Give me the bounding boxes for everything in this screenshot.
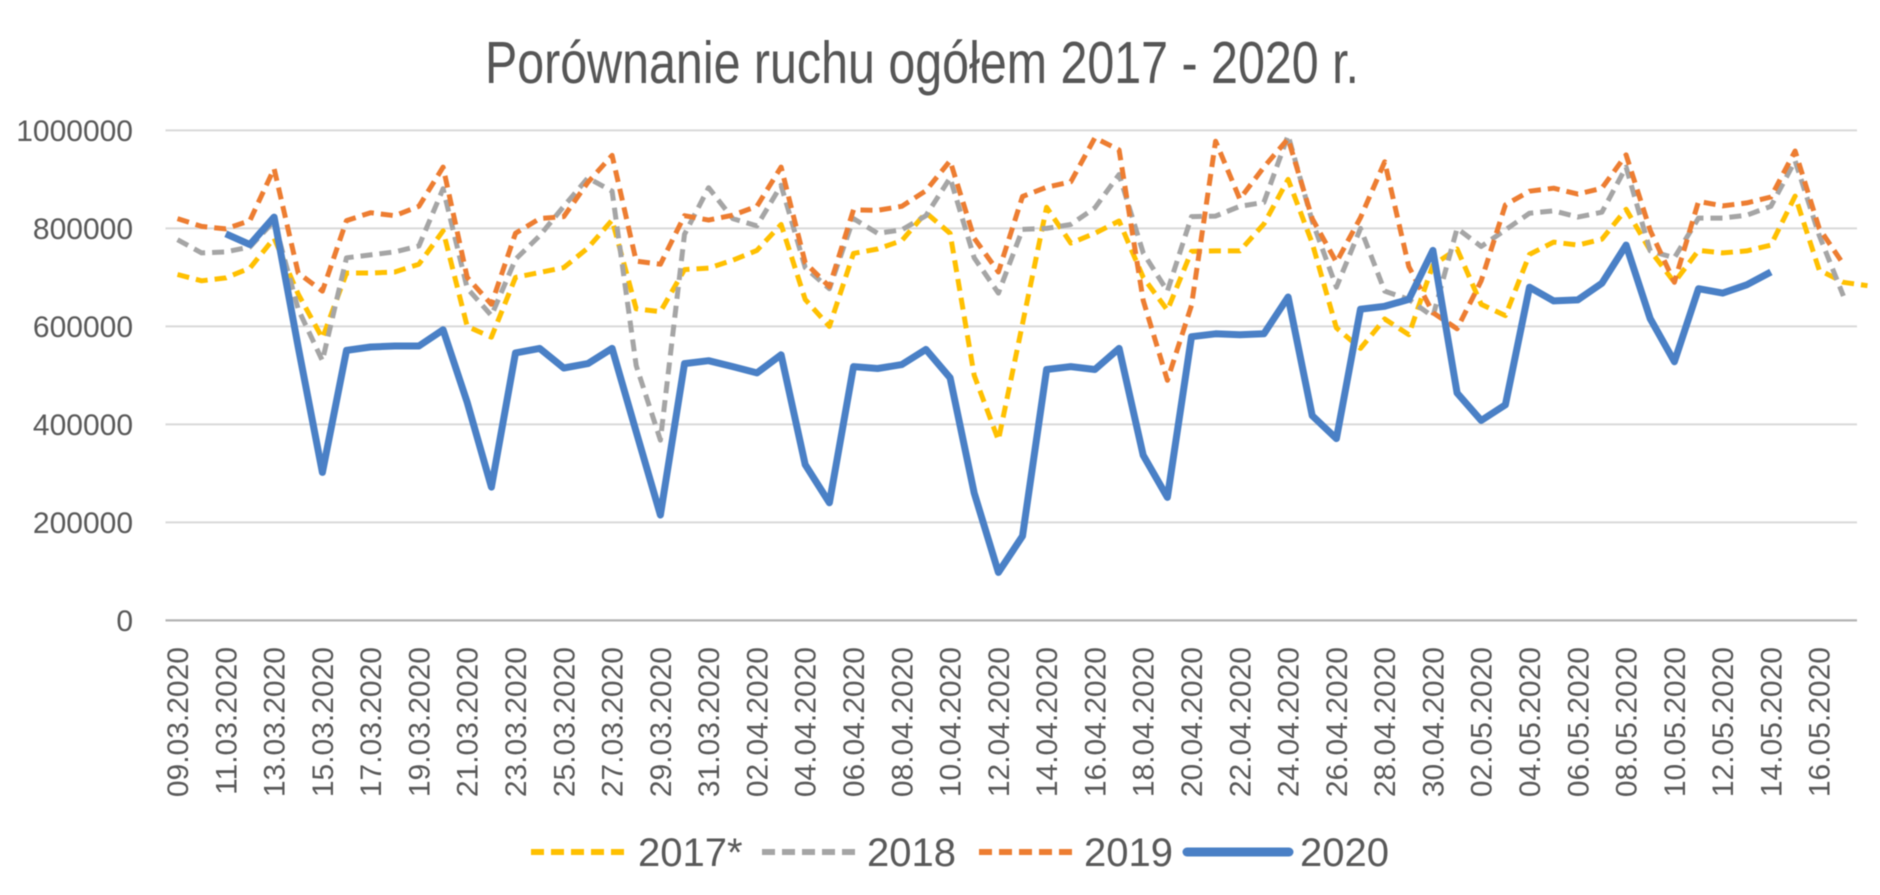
- svg-text:2020: 2020: [1300, 831, 1389, 875]
- svg-text:2019: 2019: [1084, 831, 1173, 875]
- svg-text:04.04.2020: 04.04.2020: [790, 647, 823, 797]
- svg-text:08.05.2020: 08.05.2020: [1611, 647, 1644, 797]
- svg-text:10.04.2020: 10.04.2020: [935, 647, 968, 797]
- svg-text:12.04.2020: 12.04.2020: [983, 647, 1016, 797]
- svg-text:28.04.2020: 28.04.2020: [1369, 647, 1402, 797]
- svg-text:23.03.2020: 23.03.2020: [500, 647, 533, 797]
- svg-text:15.03.2020: 15.03.2020: [307, 647, 340, 797]
- svg-text:26.04.2020: 26.04.2020: [1321, 647, 1354, 797]
- svg-text:08.04.2020: 08.04.2020: [886, 647, 919, 797]
- svg-text:16.05.2020: 16.05.2020: [1804, 647, 1837, 797]
- svg-text:16.04.2020: 16.04.2020: [1079, 647, 1112, 797]
- svg-text:0: 0: [116, 605, 133, 638]
- svg-text:04.05.2020: 04.05.2020: [1514, 647, 1547, 797]
- svg-text:11.03.2020: 11.03.2020: [210, 647, 243, 795]
- svg-text:20.04.2020: 20.04.2020: [1176, 647, 1209, 797]
- svg-text:27.03.2020: 27.03.2020: [597, 647, 630, 797]
- svg-text:29.03.2020: 29.03.2020: [645, 647, 678, 797]
- svg-text:30.04.2020: 30.04.2020: [1417, 647, 1450, 797]
- svg-text:06.04.2020: 06.04.2020: [838, 647, 871, 797]
- svg-text:24.04.2020: 24.04.2020: [1273, 647, 1306, 797]
- svg-text:13.03.2020: 13.03.2020: [259, 647, 292, 797]
- svg-text:25.03.2020: 25.03.2020: [548, 647, 581, 797]
- svg-text:12.05.2020: 12.05.2020: [1707, 647, 1740, 797]
- svg-text:21.03.2020: 21.03.2020: [452, 647, 485, 797]
- svg-text:800000: 800000: [33, 213, 133, 246]
- svg-text:200000: 200000: [33, 507, 133, 540]
- svg-text:31.03.2020: 31.03.2020: [693, 647, 726, 797]
- svg-text:1000000: 1000000: [16, 115, 133, 148]
- svg-text:09.03.2020: 09.03.2020: [162, 647, 195, 797]
- svg-text:2017*: 2017*: [638, 831, 743, 875]
- svg-text:600000: 600000: [33, 311, 133, 344]
- svg-text:10.05.2020: 10.05.2020: [1659, 647, 1692, 797]
- svg-text:17.03.2020: 17.03.2020: [355, 647, 388, 797]
- svg-text:02.05.2020: 02.05.2020: [1466, 647, 1499, 797]
- svg-text:06.05.2020: 06.05.2020: [1562, 647, 1595, 797]
- svg-text:19.03.2020: 19.03.2020: [403, 647, 436, 797]
- svg-text:2018: 2018: [867, 831, 956, 875]
- svg-text:Porównanie ruchu ogółem 2017 -: Porównanie ruchu ogółem 2017 - 2020 r.: [485, 30, 1359, 96]
- svg-text:14.05.2020: 14.05.2020: [1755, 647, 1788, 797]
- svg-text:14.04.2020: 14.04.2020: [1031, 647, 1064, 797]
- svg-text:18.04.2020: 18.04.2020: [1128, 647, 1161, 797]
- svg-text:400000: 400000: [33, 409, 133, 442]
- svg-text:02.04.2020: 02.04.2020: [741, 647, 774, 797]
- svg-text:22.04.2020: 22.04.2020: [1224, 647, 1257, 797]
